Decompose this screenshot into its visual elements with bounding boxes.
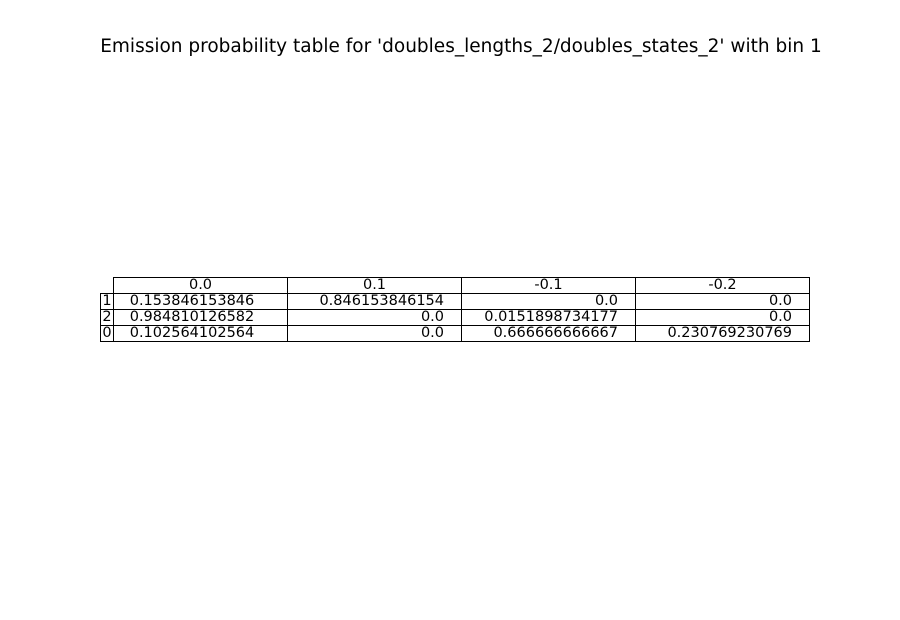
row-header: 2 (100, 309, 114, 326)
column-header: -0.2 (635, 277, 810, 294)
table-cell: 0.984810126582 (113, 309, 288, 326)
emission-table-container: 0.0 0.1 -0.1 -0.2 1 0.153846153846 0.846… (100, 277, 810, 342)
table-row: 2 0.984810126582 0.0 0.0151898734177 0.0 (100, 309, 810, 326)
row-header: 0 (100, 325, 114, 342)
table-cell: 0.666666666667 (461, 325, 636, 342)
table-cell: 0.0 (287, 309, 462, 326)
chart-title: Emission probability table for 'doubles_… (100, 36, 822, 57)
column-header: -0.1 (461, 277, 636, 294)
table-cell: 0.102564102564 (113, 325, 288, 342)
table-cell: 0.846153846154 (287, 293, 462, 310)
emission-probability-table: 0.0 0.1 -0.1 -0.2 1 0.153846153846 0.846… (100, 277, 810, 342)
table-corner (101, 278, 114, 294)
table-cell: 0.230769230769 (635, 325, 810, 342)
row-header: 1 (100, 293, 114, 310)
column-header: 0.0 (113, 277, 288, 294)
table-cell: 0.0 (287, 325, 462, 342)
table-cell: 0.0 (635, 309, 810, 326)
column-header: 0.1 (287, 277, 462, 294)
table-row: 1 0.153846153846 0.846153846154 0.0 0.0 (100, 293, 810, 310)
table-cell: 0.0151898734177 (461, 309, 636, 326)
table-header-row: 0.0 0.1 -0.1 -0.2 (101, 277, 810, 294)
table-cell: 0.153846153846 (113, 293, 288, 310)
table-cell: 0.0 (461, 293, 636, 310)
table-row: 0 0.102564102564 0.0 0.666666666667 0.23… (100, 325, 810, 342)
table-cell: 0.0 (635, 293, 810, 310)
